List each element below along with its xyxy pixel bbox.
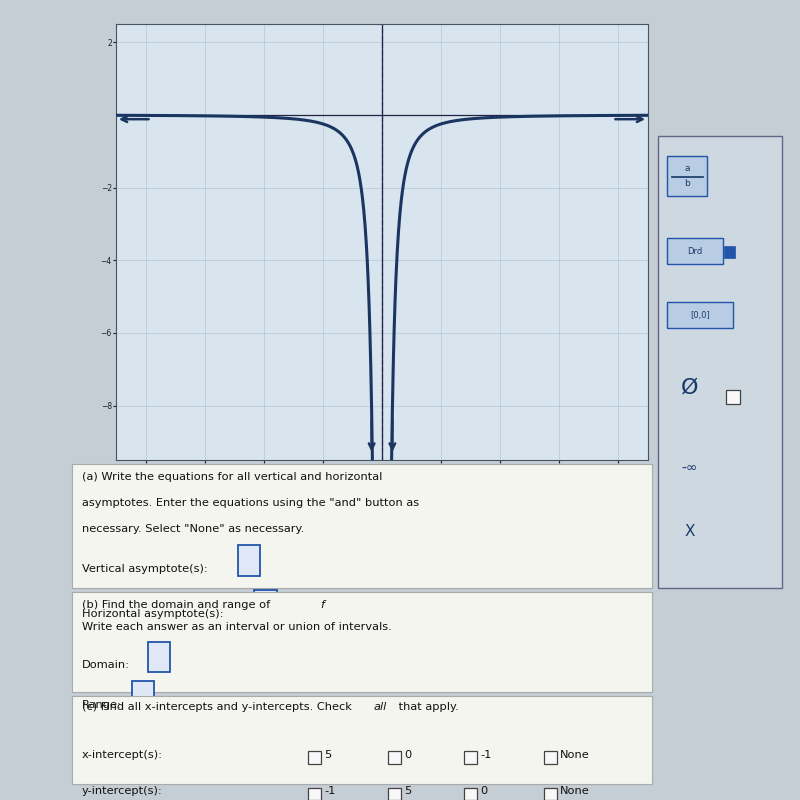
Text: a: a (685, 164, 690, 174)
Text: Vertical asymptote(s):: Vertical asymptote(s): (82, 564, 207, 574)
Text: 5: 5 (324, 750, 331, 759)
Text: -∞: -∞ (682, 461, 698, 475)
Text: X: X (684, 525, 695, 539)
Text: all: all (374, 702, 387, 712)
Text: None: None (560, 750, 590, 759)
Text: necessary. Select "None" as necessary.: necessary. Select "None" as necessary. (82, 525, 304, 534)
Text: Domain:: Domain: (82, 660, 130, 670)
Text: Drd: Drd (687, 246, 703, 256)
Text: Ø: Ø (681, 378, 698, 398)
Text: Range:: Range: (82, 700, 122, 710)
Text: 0: 0 (480, 786, 487, 797)
Text: b: b (684, 178, 690, 188)
Text: that apply.: that apply. (395, 702, 459, 712)
Text: f: f (320, 600, 324, 610)
Text: 5: 5 (404, 786, 411, 797)
Text: -1: -1 (324, 786, 335, 797)
Text: -1: -1 (480, 750, 491, 759)
Text: (a) Write the equations for all vertical and horizontal: (a) Write the equations for all vertical… (82, 471, 382, 482)
Text: asymptotes. Enter the equations using the "and" button as: asymptotes. Enter the equations using th… (82, 498, 418, 508)
Text: y-intercept(s):: y-intercept(s): (82, 786, 162, 797)
Text: [0,0]: [0,0] (690, 310, 710, 320)
Text: Write each answer as an interval or union of intervals.: Write each answer as an interval or unio… (82, 622, 391, 632)
Text: (c) Find all x-intercepts and y-intercepts. Check: (c) Find all x-intercepts and y-intercep… (82, 702, 355, 712)
Text: None: None (560, 786, 590, 797)
Text: Horizontal asymptote(s):: Horizontal asymptote(s): (82, 609, 223, 619)
Text: x-intercept(s):: x-intercept(s): (82, 750, 162, 759)
Text: (b) Find the domain and range of: (b) Find the domain and range of (82, 600, 274, 610)
Text: 0: 0 (404, 750, 411, 759)
